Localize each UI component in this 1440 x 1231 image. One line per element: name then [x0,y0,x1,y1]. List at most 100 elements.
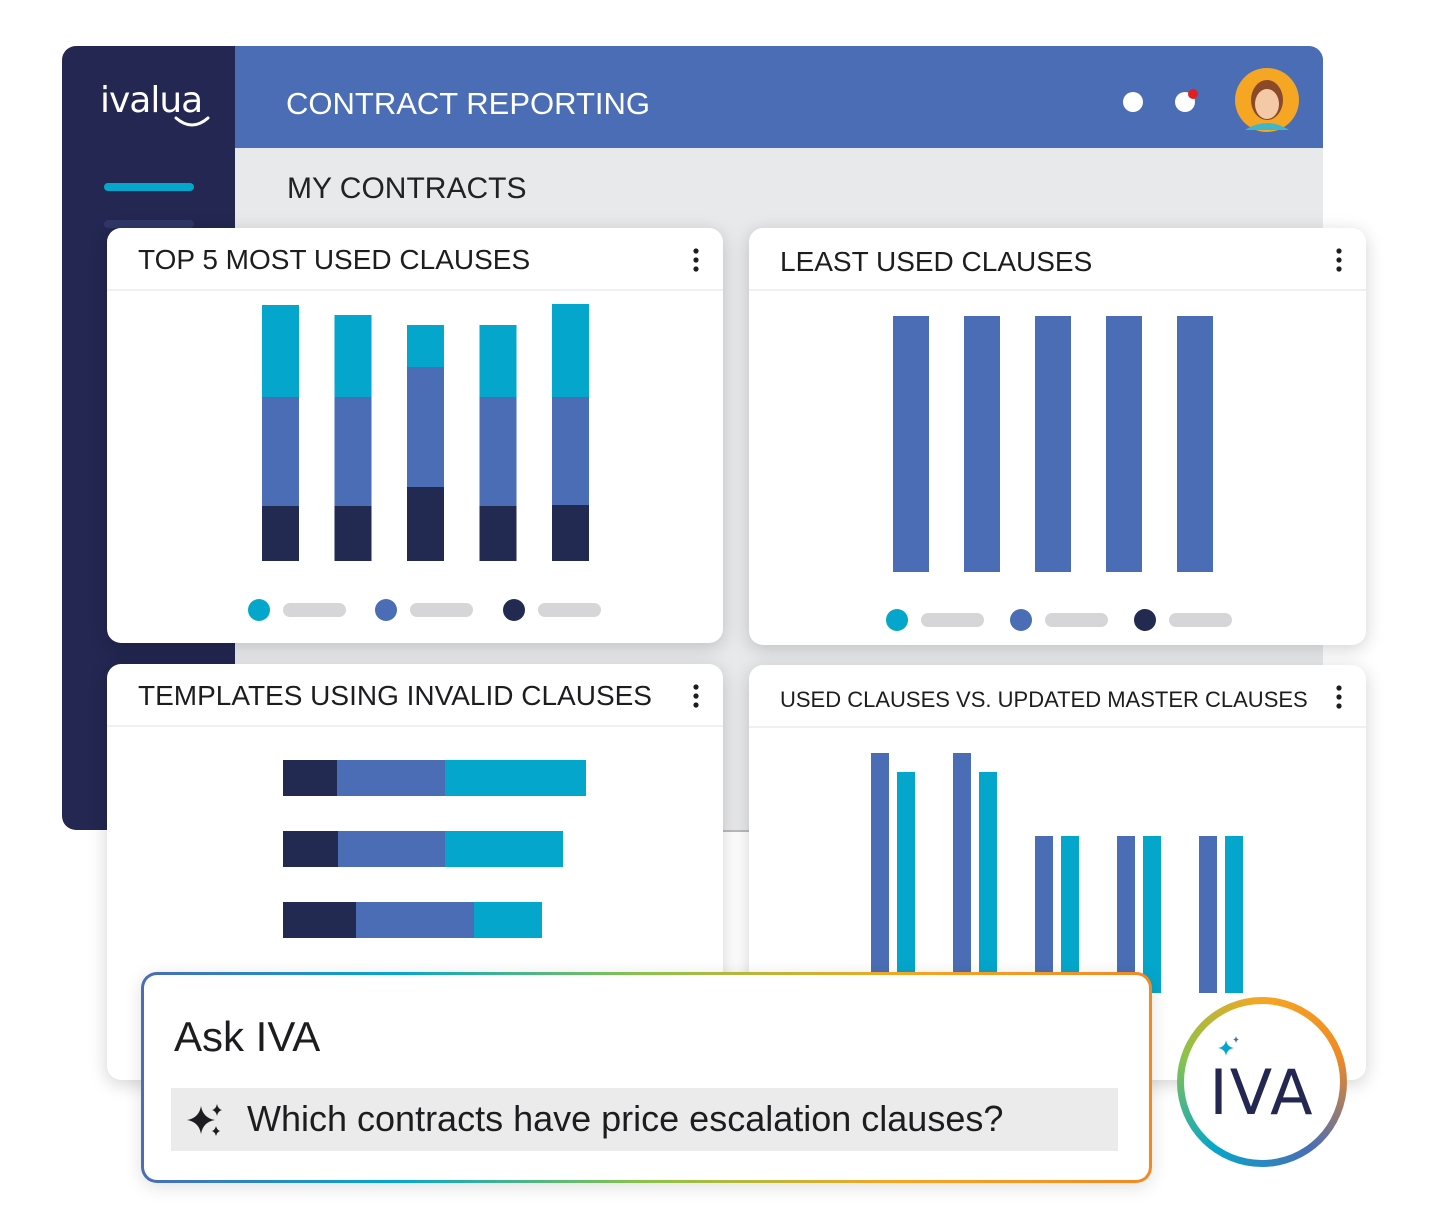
bar-segment [479,325,517,397]
iva-badge[interactable]: IVA [1177,997,1347,1167]
nav-item[interactable] [104,220,194,228]
bar [979,772,997,993]
widget-title: TOP 5 MOST USED CLAUSES [138,244,531,275]
bar [1106,316,1142,572]
chart [283,760,586,938]
bar [871,753,889,993]
widget-title: USED CLAUSES VS. UPDATED MASTER CLAUSES [780,687,1308,712]
bar [964,316,1000,572]
bar-segment [474,902,542,938]
bar-segment [338,831,445,867]
chart [248,304,601,621]
widget-title: LEAST USED CLAUSES [780,246,1093,277]
bar-segment [283,902,356,938]
bar-segment [262,397,299,506]
bar-segment [445,831,563,867]
sparkle-icon [187,1104,222,1136]
bar-segment [407,325,444,367]
logo: ivalua [100,80,203,121]
bar-segment [334,506,372,561]
bar-segment [552,304,589,397]
card-divider [749,726,1366,728]
legend-placeholder [538,603,601,617]
subtitle: MY CONTRACTS [287,172,527,205]
bar [1177,316,1213,572]
bar-segment [334,315,372,397]
card-divider [749,289,1366,291]
widget-menu[interactable] [1332,246,1346,276]
menu-dot [693,702,699,708]
card-divider [107,725,723,727]
ask-input[interactable]: Which contracts have price escalation cl… [171,1088,1118,1151]
bar [1199,836,1217,993]
menu-dot [1336,703,1342,709]
legend-placeholder [1169,613,1232,627]
menu-dot [1336,248,1342,254]
menu-dot [693,257,699,263]
legend-dot [1134,609,1156,631]
widget-title: TEMPLATES USING INVALID CLAUSES [138,680,652,711]
bar-segment [445,760,586,796]
bar [1117,836,1135,993]
legend-placeholder [410,603,473,617]
menu-dot [693,248,699,254]
legend-dot [375,599,397,621]
widget-menu[interactable] [689,246,703,276]
bar-segment [283,831,338,867]
header [235,46,1323,148]
menu-dot [1336,257,1342,263]
bar [1035,316,1071,572]
widget-menu[interactable] [689,682,703,712]
menu-dot [693,693,699,699]
menu-dot [1336,694,1342,700]
app-title: CONTRACT REPORTING [286,86,650,121]
legend-dot [248,599,270,621]
avatar-face [1255,89,1279,119]
bar-segment [262,506,299,561]
ask-title: Ask IVA [174,1013,321,1060]
widget-card: TOP 5 MOST USED CLAUSES [107,228,723,643]
legend-placeholder [921,613,984,627]
menu-dot [693,266,699,272]
iva-badge-inner: IVA [1184,1004,1340,1160]
chart [871,753,1243,993]
bar-segment [407,487,444,561]
legend-dot [886,609,908,631]
bar-segment [262,305,299,397]
menu-dot [693,684,699,690]
header-icons [1123,68,1299,132]
bar-segment [356,902,474,938]
menu-dot [1336,266,1342,272]
icon-dot[interactable] [1123,92,1143,112]
chart [886,316,1232,631]
bar-segment [334,397,372,506]
bar [893,316,929,572]
iva-text: IVA [1209,1056,1315,1129]
bar [1061,836,1079,993]
notification-badge [1188,89,1198,99]
bar-segment [479,506,517,561]
bar-segment [407,367,444,487]
legend-dot [1010,609,1032,631]
widget-card: LEAST USED CLAUSES [749,228,1366,645]
bar-segment [283,760,337,796]
bar [953,753,971,993]
bar-segment [479,397,517,506]
menu-dot [1336,685,1342,691]
iva-stars [1218,1036,1239,1056]
bar-segment [552,397,589,505]
avatar-shirt [1245,123,1289,130]
bar-segment [552,505,589,561]
ask-panel: Ask IVA Which contracts have price escal… [141,972,1152,1183]
bar [1225,836,1243,993]
card-divider [107,289,723,291]
nav-active[interactable] [104,183,194,191]
legend-dot [503,599,525,621]
bar [897,772,915,993]
bar [1143,836,1161,993]
widget-menu[interactable] [1332,683,1346,713]
logo-smile [174,116,210,127]
bar-segment [337,760,445,796]
legend-placeholder [1045,613,1108,627]
